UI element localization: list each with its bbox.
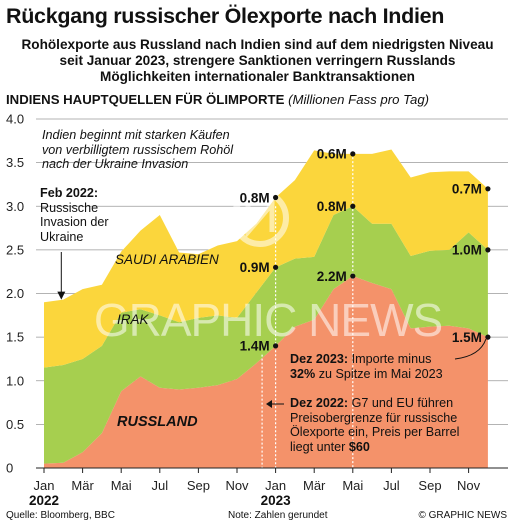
x-tick-label: Nov bbox=[457, 478, 481, 493]
point-value-label: 0.7M bbox=[452, 182, 482, 197]
y-tick-label: 3.0 bbox=[6, 199, 24, 214]
point-dot bbox=[273, 264, 279, 270]
series-labels: RUSSLAND IRAK SAUDI ARABIEN bbox=[115, 252, 219, 430]
chart-title: Rückgang russischer Ölexporte nach Indie… bbox=[6, 4, 445, 28]
point-dot bbox=[485, 247, 491, 253]
x-tick-label: Jul bbox=[383, 478, 400, 493]
invasion-note: Indien beginnt mit starken Käufen von ve… bbox=[42, 128, 233, 172]
point-dot bbox=[350, 203, 356, 209]
dez2022-annotation: Dez 2022: G7 und EU führen Preisobergren… bbox=[290, 396, 459, 454]
point-value-label: 0.6M bbox=[317, 147, 347, 162]
point-dot bbox=[273, 194, 279, 201]
series-label: IRAK bbox=[117, 312, 150, 327]
x-tick-label: Mär bbox=[71, 478, 94, 493]
x-tick-label: Mai bbox=[342, 478, 363, 493]
dez2023-annotation: Dez 2023: Importe minus 32% zu Spitze im… bbox=[290, 352, 443, 381]
invasion-note-line: von verbilligtem russischem Rohöl bbox=[42, 142, 234, 157]
x-tick-label: Jan bbox=[34, 478, 55, 493]
area-series-2 bbox=[44, 206, 488, 464]
x-tick-label: Jan bbox=[265, 478, 286, 493]
rounding-note: Note: Zahlen gerundet bbox=[228, 510, 328, 521]
point-dot bbox=[350, 273, 356, 279]
y-tick-label: 4.0 bbox=[6, 112, 24, 127]
dez2023-text: zu Spitze im Mai 2023 bbox=[315, 366, 443, 381]
copyright: © GRAPHIC NEWS bbox=[418, 510, 508, 521]
y-tick-label: 2.0 bbox=[6, 286, 24, 301]
watermark-logo bbox=[231, 189, 289, 247]
dez2022-text: liegt unter bbox=[290, 439, 349, 454]
subtitle-line: Möglichkeiten internationaler Banktransa… bbox=[100, 69, 415, 84]
point-value-label: 0.8M bbox=[240, 190, 270, 205]
feb2022-arrow-head bbox=[57, 291, 66, 300]
series-label: RUSSLAND bbox=[117, 414, 198, 430]
y-tick-label: 3.5 bbox=[6, 155, 24, 170]
chart-heading: INDIENS HAUPTQUELLEN FÜR ÖLIMPORTE (Mill… bbox=[6, 92, 429, 107]
dez2023-title: Dez 2023: bbox=[290, 352, 349, 366]
series-label: SAUDI ARABIEN bbox=[115, 252, 219, 267]
dez2022-line: Ölexporte ein, Preis per Barrel bbox=[290, 425, 460, 440]
dez2022-price: $60 bbox=[348, 439, 370, 454]
x-tick-label: Jul bbox=[151, 478, 168, 493]
point-value-label: 1.4M bbox=[240, 339, 270, 354]
x-tick-label: Mai bbox=[111, 478, 132, 493]
y-tick-label: 1.5 bbox=[6, 330, 24, 345]
area-series-1 bbox=[44, 276, 488, 468]
x-tick-label: Mär bbox=[303, 478, 326, 493]
dez2023-percent: 32% bbox=[290, 366, 316, 381]
dez2023-connector bbox=[454, 338, 487, 360]
x-tick-label: Nov bbox=[225, 478, 249, 493]
y-tick-label: 0.5 bbox=[6, 417, 24, 432]
feb2022-line: Russische bbox=[40, 200, 99, 215]
y-tick-label: 0 bbox=[6, 461, 13, 476]
point-labels: 1.4M 0.9M 0.8M 2.2M 0.8M 0.6M 1.5M 1.0M 0.7M bbox=[240, 147, 491, 354]
year-label: 2022 bbox=[29, 493, 59, 508]
feb2022-annotation: Feb 2022: Russische Invasion der Ukraine bbox=[40, 186, 109, 244]
watermark: GRAPHIC NEWS bbox=[94, 189, 443, 346]
feb2022-line: Invasion der bbox=[40, 215, 109, 230]
point-value-label: 0.9M bbox=[240, 260, 270, 275]
y-tick-label: 2.5 bbox=[6, 242, 24, 257]
x-tick-label: Sep bbox=[187, 478, 210, 493]
y-tick-label: 1.0 bbox=[6, 373, 24, 388]
stacked-areas bbox=[44, 145, 488, 468]
feb2022-line: Ukraine bbox=[40, 229, 84, 244]
invasion-note-line: nach der Ukraine Invasion bbox=[42, 157, 189, 172]
point-value-label: 0.8M bbox=[317, 199, 347, 214]
dez2023-text: Importe minus bbox=[348, 352, 432, 366]
dez2022-text: G7 und EU führen bbox=[348, 396, 454, 410]
point-value-label: 1.5M bbox=[452, 330, 482, 345]
unit-label: (Millionen Fass pro Tag) bbox=[288, 92, 430, 107]
invasion-note-line: Indien beginnt mit starken Käufen bbox=[42, 128, 230, 142]
dez2022-line: Preisobergrenze für russische bbox=[290, 410, 458, 425]
point-value-label: 2.2M bbox=[317, 269, 347, 284]
dez2022-arrow-head bbox=[266, 400, 272, 408]
source-note: Quelle: Bloomberg, BBC bbox=[6, 510, 115, 521]
x-tick-label: Sep bbox=[418, 478, 441, 493]
point-dot bbox=[485, 186, 491, 192]
point-dot bbox=[485, 334, 491, 340]
point-dot bbox=[273, 343, 279, 349]
year-label: 2023 bbox=[261, 493, 292, 508]
point-value-label: 1.0M bbox=[452, 243, 482, 258]
feb2022-title: Feb 2022: bbox=[40, 186, 99, 200]
area-series-3 bbox=[44, 149, 488, 368]
subtitle-line: Rohölexporte aus Russland nach Indien si… bbox=[21, 37, 494, 52]
subtitle-line: seit Januar 2023, strengere Sanktionen v… bbox=[59, 53, 456, 68]
watermark-text: GRAPHIC NEWS bbox=[94, 294, 442, 346]
heading-text: INDIENS HAUPTQUELLEN FÜR ÖLIMPORTE bbox=[6, 92, 285, 107]
dez2022-title: Dez 2022: bbox=[290, 396, 349, 410]
point-dot bbox=[350, 151, 356, 157]
axes: 0 0.5 1.0 1.5 2.0 2.5 3.0 3.5 4.0 Jan Mär Mai Jul Sep… bbox=[6, 112, 508, 508]
chart-subtitle: Rohölexporte aus Russland nach Indien si… bbox=[0, 37, 515, 85]
